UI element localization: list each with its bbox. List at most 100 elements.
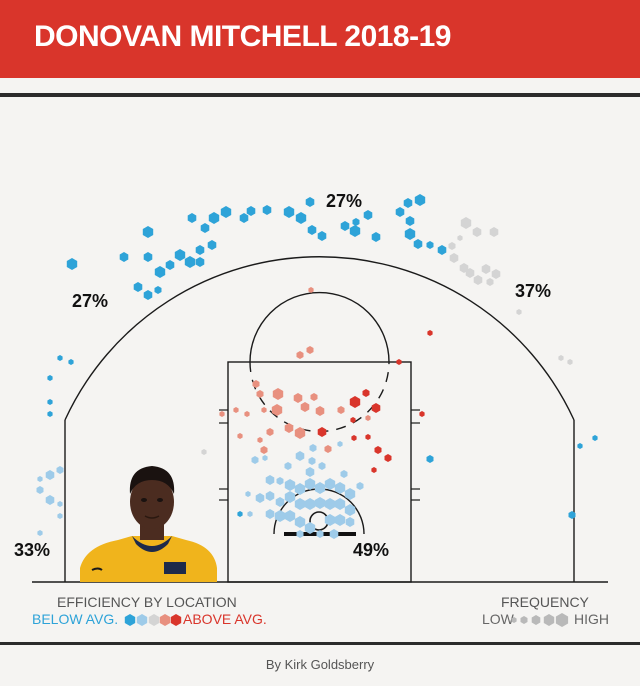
hexbin xyxy=(405,216,415,226)
hexbin xyxy=(283,206,295,218)
efficiency-swatches xyxy=(124,614,182,626)
hexbin xyxy=(208,212,220,224)
hexbin xyxy=(284,491,296,503)
hexbin xyxy=(251,456,259,464)
hexbin xyxy=(371,232,381,242)
hexbin xyxy=(491,269,501,279)
hexbin xyxy=(426,241,434,249)
hexbin xyxy=(265,491,275,501)
hexbin xyxy=(481,264,491,274)
hexbin xyxy=(304,498,316,510)
hexbin xyxy=(317,427,327,437)
hexbin xyxy=(308,457,316,465)
hexbin xyxy=(284,479,296,491)
hexbin xyxy=(45,470,55,480)
efficiency-swatch xyxy=(159,614,171,626)
hexbin xyxy=(300,402,310,412)
hexbin xyxy=(334,498,346,510)
hexbin xyxy=(314,482,326,494)
hexbin xyxy=(294,498,306,510)
hexbin xyxy=(374,446,382,454)
hexbin xyxy=(57,501,63,507)
hexbin xyxy=(349,396,361,408)
hexbin xyxy=(274,510,286,522)
frequency-swatches xyxy=(511,613,569,627)
hexbin xyxy=(295,451,305,461)
hexbin xyxy=(334,482,346,494)
hexbin xyxy=(567,359,573,365)
hexbin xyxy=(324,498,336,510)
frequency-high-label: HIGH xyxy=(574,611,609,627)
hexbin xyxy=(349,225,361,237)
hexbin xyxy=(201,449,207,455)
hexbin xyxy=(219,411,225,417)
hexbin xyxy=(306,346,314,354)
hexbin xyxy=(419,411,425,417)
hexbin xyxy=(558,355,564,361)
lane-hash-marks xyxy=(219,409,420,501)
hexbin xyxy=(337,406,345,414)
hexbin xyxy=(465,268,475,278)
bottom-divider xyxy=(0,642,640,645)
hexbin xyxy=(310,393,318,401)
hexbin xyxy=(334,514,346,526)
hexbin xyxy=(304,522,316,534)
hexbin xyxy=(47,399,53,405)
hexbin xyxy=(345,517,355,527)
hexbin xyxy=(403,198,413,208)
hexbin xyxy=(356,482,364,490)
hexbin xyxy=(318,462,326,470)
hexbin xyxy=(317,231,327,241)
hexbin xyxy=(246,206,256,216)
hexbin xyxy=(262,205,272,215)
hexbin xyxy=(316,530,324,538)
title-banner: DONOVAN MITCHELL 2018-19 xyxy=(0,0,640,78)
hexbin xyxy=(36,486,44,494)
hexbin xyxy=(371,467,377,473)
hexbin xyxy=(262,455,268,461)
hexbin xyxy=(143,290,153,300)
hexbin xyxy=(195,257,205,267)
efficiency-swatch xyxy=(170,614,182,626)
hexbin xyxy=(296,530,304,538)
hexbin xyxy=(324,445,332,453)
zone-label-left-corner: 33% xyxy=(14,540,50,560)
hexbin xyxy=(237,433,243,439)
hexbin xyxy=(133,282,143,292)
hexbin xyxy=(207,240,217,250)
hexbin xyxy=(37,476,43,482)
hexbin xyxy=(294,483,306,495)
hexbin xyxy=(315,406,325,416)
hexbin xyxy=(195,245,205,255)
hexbin xyxy=(363,210,373,220)
hexbin xyxy=(340,470,348,478)
hexbin xyxy=(265,509,275,519)
hexbin xyxy=(276,477,284,485)
hexbin xyxy=(324,478,336,490)
hexbin xyxy=(47,411,53,417)
hexbin xyxy=(472,227,482,237)
hexbin xyxy=(37,530,43,536)
hexbin xyxy=(305,467,315,477)
hexbin xyxy=(344,488,356,500)
hexbin xyxy=(309,444,317,452)
frequency-swatch xyxy=(543,614,555,626)
hexbin xyxy=(304,478,316,490)
hexbin xyxy=(57,355,63,361)
hexbin xyxy=(233,407,239,413)
hexbin xyxy=(165,260,175,270)
hexbin xyxy=(260,446,268,454)
hexbin xyxy=(305,197,315,207)
zone-label-restricted-area: 49% xyxy=(353,540,389,560)
hexbin xyxy=(486,278,494,286)
hexbin xyxy=(256,390,264,398)
hexbin xyxy=(568,511,576,519)
hexbin xyxy=(244,411,250,417)
hexbin xyxy=(284,462,292,470)
hexbin xyxy=(284,423,294,433)
hexbin xyxy=(365,434,371,440)
frequency-legend-title: FREQUENCY xyxy=(501,594,590,610)
hexbin xyxy=(362,389,370,397)
hexbin xyxy=(577,443,583,449)
hexbin xyxy=(296,351,304,359)
